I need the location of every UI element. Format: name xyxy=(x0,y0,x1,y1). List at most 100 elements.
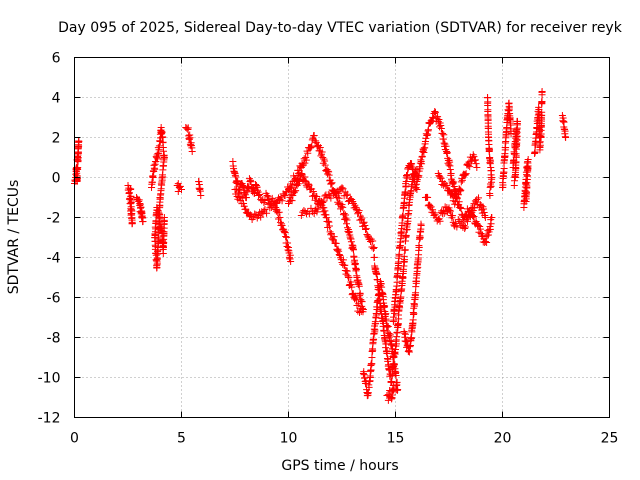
data-point xyxy=(297,212,305,219)
data-point xyxy=(398,228,406,236)
data-point xyxy=(375,283,383,291)
data-point xyxy=(341,261,349,269)
data-point xyxy=(417,156,425,164)
data-point xyxy=(369,346,377,354)
data-point xyxy=(371,326,379,334)
data-point xyxy=(309,187,317,195)
data-point xyxy=(383,347,391,355)
data-point xyxy=(369,237,377,245)
data-point xyxy=(388,371,396,379)
data-point xyxy=(424,126,432,134)
data-point xyxy=(307,143,315,151)
data-point xyxy=(431,210,439,218)
data-point xyxy=(401,330,409,338)
x-tick-labels: 0 5 10 15 20 25 xyxy=(70,431,618,447)
data-point xyxy=(338,184,346,192)
data-point xyxy=(74,157,82,165)
data-points xyxy=(71,88,570,404)
data-point xyxy=(431,108,439,116)
data-point xyxy=(160,218,168,226)
x-tick-label: 15 xyxy=(387,431,405,447)
data-point xyxy=(149,173,157,181)
data-point xyxy=(305,181,313,189)
data-point xyxy=(449,191,457,199)
data-point xyxy=(436,123,444,131)
data-point xyxy=(461,223,469,231)
data-point xyxy=(373,276,381,284)
data-point xyxy=(438,129,446,137)
data-point xyxy=(401,256,409,264)
data-point xyxy=(480,208,488,216)
data-point xyxy=(472,218,480,226)
data-point xyxy=(368,360,376,368)
data-point xyxy=(358,214,366,222)
data-point xyxy=(315,201,323,209)
data-point xyxy=(154,155,162,163)
data-point xyxy=(297,171,305,179)
data-point xyxy=(301,159,309,167)
data-point xyxy=(159,138,167,146)
data-point xyxy=(406,343,414,351)
data-point xyxy=(152,256,160,264)
data-point xyxy=(300,177,308,185)
data-point xyxy=(316,144,324,152)
data-point xyxy=(335,190,343,198)
data-point xyxy=(466,213,474,221)
data-point xyxy=(276,214,284,221)
data-point xyxy=(432,214,440,222)
data-point xyxy=(470,153,478,161)
data-point xyxy=(292,187,300,195)
data-point xyxy=(457,178,465,186)
data-point xyxy=(278,220,286,228)
data-point xyxy=(352,266,360,274)
data-point xyxy=(304,149,312,157)
data-point xyxy=(327,231,335,239)
data-point xyxy=(324,191,332,199)
data-point xyxy=(283,233,291,241)
data-point xyxy=(464,162,472,169)
data-point xyxy=(471,156,479,164)
data-point xyxy=(391,367,399,375)
data-point xyxy=(242,205,250,213)
data-point xyxy=(559,114,567,122)
data-point xyxy=(405,348,413,356)
data-point xyxy=(449,212,457,220)
data-point xyxy=(446,206,454,214)
data-point xyxy=(302,156,310,164)
data-point xyxy=(454,191,462,199)
data-point xyxy=(160,224,168,232)
data-point xyxy=(364,232,372,240)
data-point xyxy=(475,194,483,202)
data-point xyxy=(239,194,247,202)
data-point xyxy=(413,277,421,285)
data-point xyxy=(484,231,492,239)
data-point xyxy=(391,303,399,311)
data-point xyxy=(364,389,372,397)
data-point xyxy=(330,233,338,241)
data-point xyxy=(135,196,143,204)
data-point xyxy=(386,331,394,339)
data-point xyxy=(500,164,508,172)
data-point xyxy=(347,195,355,203)
data-point xyxy=(348,196,356,204)
data-point xyxy=(317,152,325,160)
x-tick-label: 0 xyxy=(70,431,79,447)
data-point xyxy=(127,185,135,193)
data-point xyxy=(502,144,510,152)
data-point xyxy=(450,183,458,191)
data-point xyxy=(487,166,495,174)
data-point xyxy=(344,272,352,280)
data-point xyxy=(451,200,459,208)
data-point xyxy=(429,113,437,121)
data-point xyxy=(233,177,241,185)
data-point xyxy=(446,166,454,174)
data-point xyxy=(368,354,376,361)
data-point xyxy=(353,272,361,280)
data-point xyxy=(376,306,384,314)
data-point xyxy=(261,197,269,205)
data-point xyxy=(472,160,480,168)
data-point xyxy=(468,157,476,165)
data-point xyxy=(247,176,255,184)
data-point xyxy=(485,145,493,153)
